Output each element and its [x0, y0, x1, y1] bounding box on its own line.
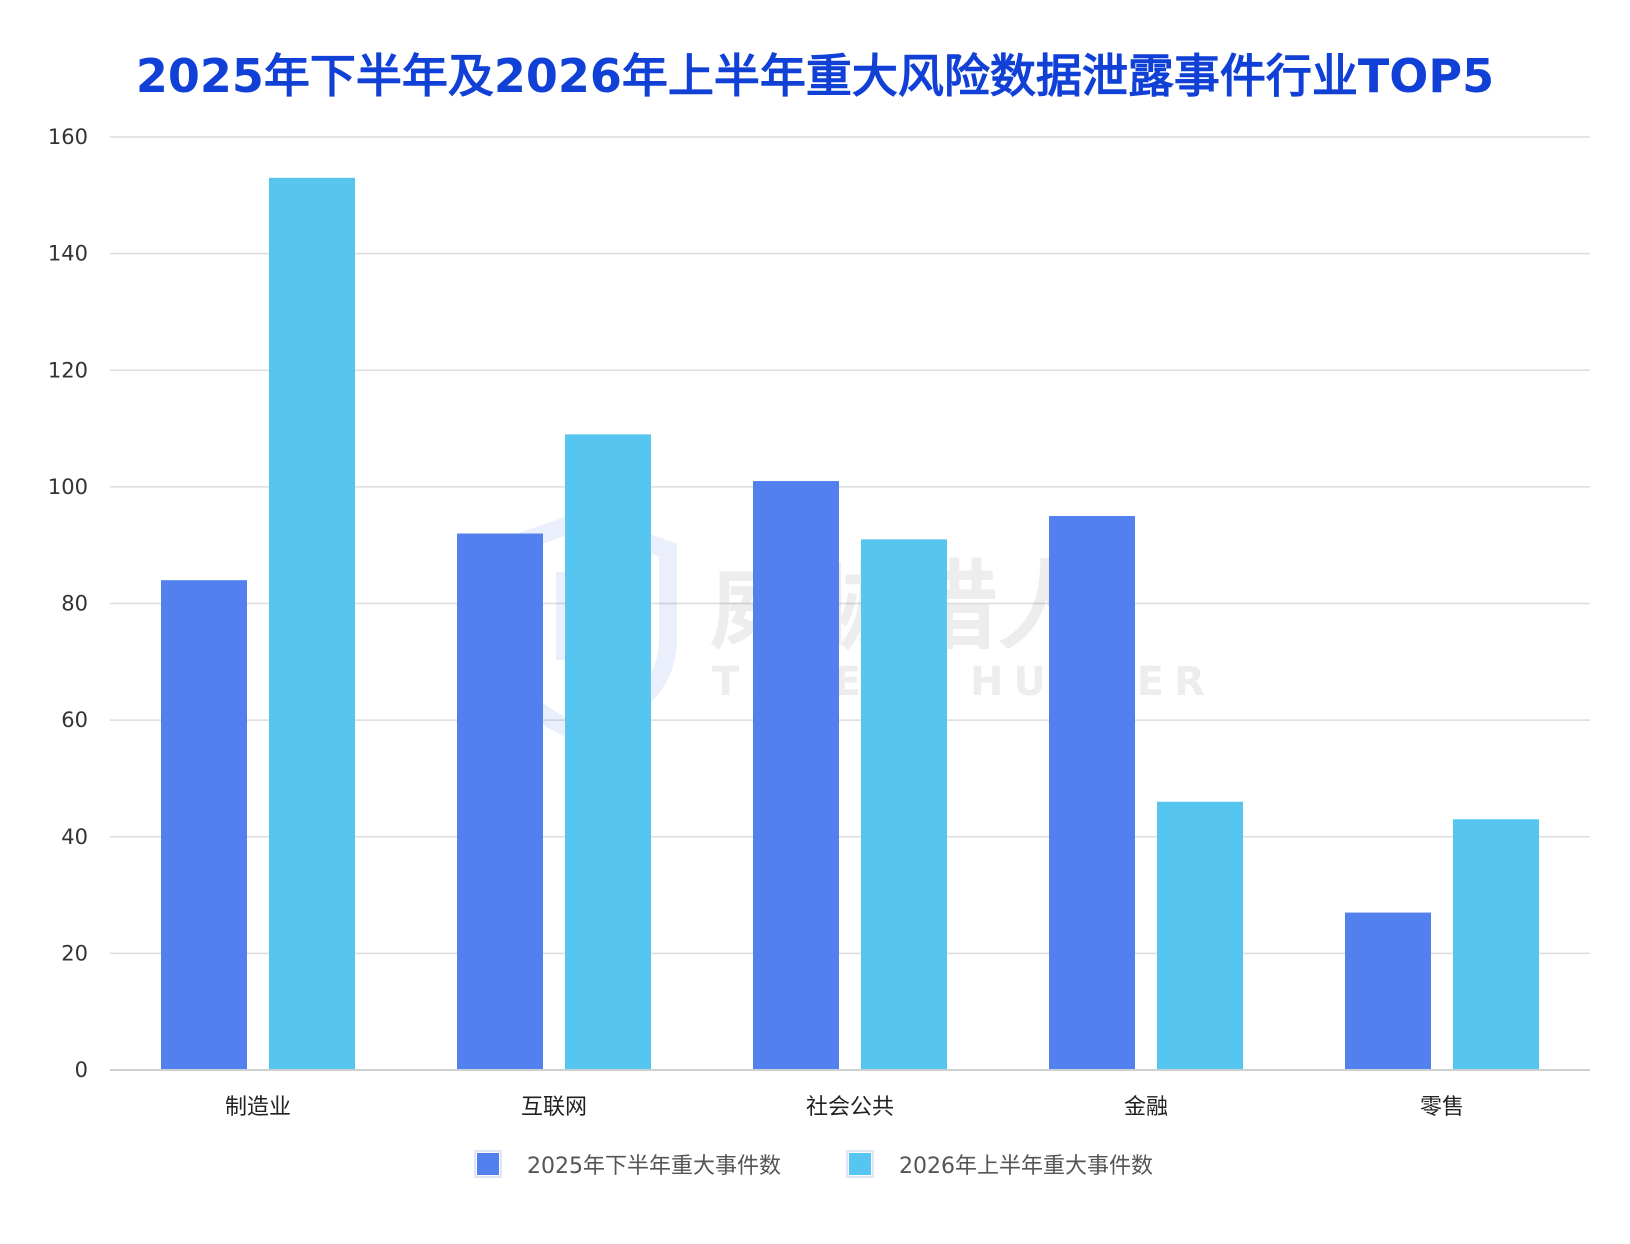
- x-category-label: 互联网: [521, 1095, 587, 1120]
- bar-series-2-5[interactable]: [1453, 819, 1539, 1070]
- y-tick-label: 40: [61, 825, 88, 849]
- bar-series-1-5[interactable]: [1345, 912, 1431, 1070]
- y-tick-label: 120: [48, 358, 88, 382]
- y-tick-label: 0: [75, 1058, 88, 1082]
- bar-series-1-3[interactable]: [753, 481, 839, 1070]
- bar-series-2-1[interactable]: [269, 177, 355, 1071]
- legend-label-series-1: 2025年下半年重大事件数: [527, 1154, 781, 1179]
- y-tick-label: 100: [48, 475, 88, 499]
- legend-item-series-1[interactable]: 2025年下半年重大事件数: [474, 1148, 781, 1180]
- legend-item-series-2[interactable]: 2026年上半年重大事件数: [846, 1148, 1153, 1180]
- bars: [161, 177, 1539, 1071]
- chart-title: 2025年下半年及2026年上半年重大风险数据泄露事件行业TOP5: [135, 49, 1495, 103]
- bar-series-1-1[interactable]: [161, 580, 247, 1070]
- legend-label-series-2: 2026年上半年重大事件数: [899, 1154, 1153, 1179]
- y-tick-label: 20: [61, 941, 88, 965]
- bar-series-2-4[interactable]: [1157, 801, 1243, 1070]
- y-axis-ticks: 0 20 40 60 80 100 120 140 160: [48, 125, 88, 1082]
- y-tick-label: 160: [48, 125, 88, 149]
- bar-series-2-2[interactable]: [565, 434, 651, 1070]
- grid-lines: [110, 136, 1590, 955]
- bar-series-1-2[interactable]: [457, 533, 543, 1070]
- x-category-label: 零售: [1420, 1095, 1464, 1120]
- legend-swatch-series-1: [474, 1150, 502, 1178]
- legend: 2025年下半年重大事件数 2026年上半年重大事件数: [0, 1148, 1630, 1180]
- x-category-label: 金融: [1124, 1095, 1168, 1120]
- x-category-label: 制造业: [225, 1095, 291, 1120]
- legend-swatch-series-2: [846, 1150, 874, 1178]
- bar-series-2-3[interactable]: [861, 539, 947, 1070]
- y-tick-label: 80: [61, 592, 88, 616]
- y-tick-label: 140: [48, 242, 88, 266]
- bar-series-1-4[interactable]: [1049, 516, 1135, 1070]
- x-category-label: 社会公共: [806, 1095, 894, 1120]
- y-tick-label: 60: [61, 708, 88, 732]
- x-axis-labels: 制造业 互联网 社会公共 金融 零售: [225, 1095, 1464, 1120]
